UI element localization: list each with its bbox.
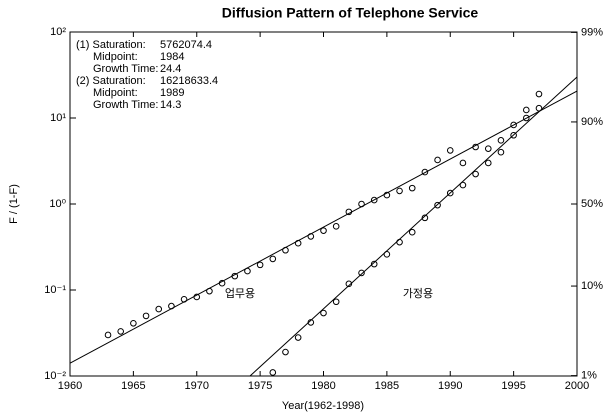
data-point bbox=[256, 261, 264, 269]
fit-value: 24.4 bbox=[160, 63, 181, 75]
data-point bbox=[282, 348, 289, 356]
data-point bbox=[358, 269, 365, 277]
fit-label: Growth Time: bbox=[93, 63, 158, 75]
data-point bbox=[168, 302, 175, 310]
fit-label: (2) Saturation: bbox=[76, 75, 146, 87]
x-tick-label: 1985 bbox=[375, 380, 399, 392]
data-point bbox=[180, 295, 188, 303]
data-point bbox=[320, 227, 327, 234]
fit-value: 1989 bbox=[160, 87, 184, 99]
data-point bbox=[155, 305, 163, 313]
data-point bbox=[307, 233, 315, 240]
data-point bbox=[345, 280, 353, 288]
data-point bbox=[117, 328, 124, 335]
data-point bbox=[408, 228, 416, 236]
x-tick-label: 1990 bbox=[438, 380, 462, 392]
data-point bbox=[535, 90, 543, 98]
data-point bbox=[459, 181, 467, 189]
x-tick-label: 1965 bbox=[121, 380, 145, 392]
y-tick-label: 10⁻¹ bbox=[44, 284, 66, 296]
x-tick-label: 1960 bbox=[58, 380, 82, 392]
data-point bbox=[484, 145, 492, 152]
data-point bbox=[269, 255, 277, 263]
y2-tick-label: 50% bbox=[581, 198, 603, 210]
y-tick-label: 10¹ bbox=[50, 112, 66, 124]
data-point bbox=[307, 319, 315, 326]
data-point bbox=[421, 214, 429, 222]
fit-line bbox=[249, 76, 578, 377]
data-point bbox=[472, 170, 479, 178]
series-label: 업무용 bbox=[225, 287, 255, 300]
data-point bbox=[142, 312, 150, 320]
data-point bbox=[446, 147, 454, 154]
data-point bbox=[358, 200, 365, 208]
x-axis-label: Year(1962-1998) bbox=[282, 400, 364, 412]
y-tick-label: 10⁰ bbox=[49, 198, 66, 210]
data-point bbox=[484, 159, 492, 167]
x-tick-label: 1980 bbox=[311, 380, 335, 392]
fit-value: 1984 bbox=[160, 51, 184, 63]
data-point bbox=[434, 156, 441, 164]
series-label: 가정용 bbox=[403, 287, 433, 300]
x-tick-label: 1975 bbox=[248, 380, 272, 392]
data-point bbox=[218, 279, 226, 287]
data-point bbox=[294, 334, 302, 341]
data-point bbox=[269, 369, 277, 376]
data-point bbox=[510, 131, 517, 139]
data-point bbox=[294, 239, 302, 247]
data-point bbox=[535, 104, 543, 112]
data-point bbox=[497, 148, 505, 156]
data-point bbox=[497, 137, 505, 144]
data-point bbox=[383, 191, 391, 199]
data-point bbox=[104, 331, 112, 339]
y2-tick-label: 90% bbox=[581, 116, 603, 128]
data-point bbox=[523, 106, 530, 114]
data-point bbox=[282, 246, 289, 254]
data-point bbox=[446, 189, 454, 197]
y-axis-label: F / (1-F) bbox=[8, 184, 20, 224]
y2-tick-label: 99% bbox=[581, 26, 603, 38]
y-tick-label: 10⁻² bbox=[44, 370, 66, 382]
data-point bbox=[206, 287, 213, 295]
x-tick-label: 1970 bbox=[185, 380, 209, 392]
data-point bbox=[370, 196, 378, 204]
data-point bbox=[408, 184, 416, 192]
data-point bbox=[231, 272, 239, 280]
x-tick-label: 2000 bbox=[565, 380, 589, 392]
data-point bbox=[244, 267, 251, 275]
plot-frame bbox=[69, 31, 578, 377]
y2-tick-label: 10% bbox=[581, 280, 603, 292]
data-point bbox=[396, 187, 403, 195]
data-point bbox=[472, 143, 479, 151]
data-point bbox=[396, 238, 403, 246]
fit-label: Midpoint: bbox=[93, 51, 138, 63]
chart-title: Diffusion Pattern of Telephone Service bbox=[222, 5, 479, 21]
data-point bbox=[434, 201, 441, 209]
fit-value: 5762074.4 bbox=[160, 39, 212, 51]
fit-line bbox=[69, 90, 578, 364]
data-point bbox=[332, 298, 340, 306]
data-point bbox=[332, 223, 340, 230]
data-point bbox=[421, 168, 429, 176]
data-point bbox=[345, 208, 353, 216]
data-point bbox=[510, 121, 517, 129]
fit-value: 14.3 bbox=[160, 99, 181, 111]
y-tick-label: 10² bbox=[50, 26, 66, 38]
data-point bbox=[523, 114, 530, 122]
data-point bbox=[193, 293, 201, 301]
data-point bbox=[383, 251, 391, 258]
fit-label: Midpoint: bbox=[93, 87, 138, 99]
data-point bbox=[459, 159, 467, 167]
y2-tick-label: 1% bbox=[581, 370, 597, 382]
fit-label: (1) Saturation: bbox=[76, 39, 146, 51]
data-point bbox=[370, 260, 378, 268]
fit-label: Growth Time: bbox=[93, 99, 158, 111]
fit-value: 16218633.4 bbox=[160, 75, 218, 87]
data-point bbox=[320, 309, 327, 317]
data-point bbox=[130, 320, 137, 327]
x-tick-label: 1995 bbox=[501, 380, 525, 392]
